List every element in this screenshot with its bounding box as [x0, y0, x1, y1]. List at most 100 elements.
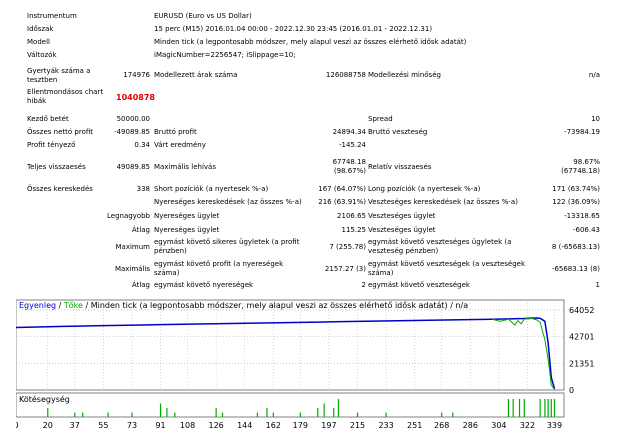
maximal-profit-label: egymást követő profit (a nyereségek szám… [154, 260, 284, 277]
max-cons-losses-label: egymást követő veszteséges ügyletek (a v… [368, 238, 512, 255]
equity-chart: 64052 42701 21351 0 0 20 37 55 73 91 108 126 144 162 1… [16, 299, 594, 430]
ticks-value: 126088758 [325, 71, 366, 79]
equity-line [492, 317, 555, 390]
volume-bar [337, 399, 340, 417]
avg-profit-label: Nyereséges ügylet [154, 226, 220, 234]
volume-bar [221, 412, 224, 417]
rel-dd-value-1: 98.67% [573, 158, 600, 166]
volume-bar [131, 412, 133, 417]
y-tick-label: 0 [569, 386, 574, 395]
profit-trades-value: 216 (63.91%) [318, 198, 366, 206]
volume-bar [159, 403, 162, 417]
maximal-loss-label: egymást követő veszteségek (a vesztesége… [368, 260, 526, 277]
avg2-label: Átlag [131, 281, 150, 289]
instrument-label: Instrumentum [27, 12, 77, 20]
avg-cons-losses-label: egymást követő veszteségek [368, 281, 470, 289]
volume-bar [441, 412, 443, 417]
x-tick-label: 162 [266, 421, 281, 430]
long-value: 171 (63.74%) [552, 185, 600, 193]
largest-loss-label: Veszteséges ügylet [368, 212, 436, 220]
x-tick-label: 55 [98, 421, 108, 430]
plot-area [16, 299, 565, 391]
volume-bar [82, 412, 84, 417]
volume-bar [317, 408, 319, 417]
x-tick-label: 251 [407, 421, 422, 430]
deposit-label: Kezdő betét [27, 115, 69, 123]
x-tick-label: 197 [321, 421, 336, 430]
abs-dd-value: 49089.85 [116, 163, 150, 171]
volume-bar [544, 399, 546, 417]
volume-bar [553, 399, 556, 417]
model-label: Modell [27, 38, 50, 46]
short-label: Short pozíciók (a nyertesek %-a) [154, 185, 269, 193]
net-profit-value: -49089.85 [114, 128, 150, 136]
x-tick-label: 179 [293, 421, 308, 430]
total-trades-value: 338 [136, 185, 150, 193]
quality-label: Modellezési minőség [368, 71, 441, 79]
gross-loss-value: -73984.19 [564, 128, 600, 136]
x-tick-label: 108 [180, 421, 195, 430]
profit-trades-label: Nyereséges kereskedések (az összes %-a) [154, 198, 302, 206]
volume-bar [550, 399, 552, 417]
max-cons-wins-value: 7 (255.78) [329, 243, 366, 251]
volume-bar [215, 408, 217, 417]
volume-bar [256, 412, 259, 417]
x-tick-label: 0 [16, 421, 19, 430]
x-tick-label: 339 [547, 421, 562, 430]
volume-label: Kötésegység [19, 394, 70, 404]
volume-bar [385, 412, 387, 417]
x-tick-label: 73 [127, 421, 137, 430]
volume-bar [452, 412, 454, 417]
deposit-value: 50000.00 [116, 115, 150, 123]
maximal-label: Maximális [114, 265, 150, 273]
gross-loss-label: Bruttó veszteség [368, 128, 428, 136]
volume-bar [299, 412, 301, 417]
max-cons-wins-label: egymást követő sikeres ügyletek (a profi… [154, 238, 300, 255]
bars-label: Gyertyák száma a tesztben [27, 67, 91, 84]
volume-bar [547, 399, 549, 417]
rel-dd-label: Relatív visszaesés [368, 163, 432, 171]
net-profit-label: Összes nettó profit [27, 128, 94, 136]
y-tick-label: 21351 [569, 359, 594, 368]
errors-label: Ellentmondásos chart hibák [27, 88, 104, 105]
period-value: 15 perc (M15) 2016.01.04 00:00 - 2022.12… [154, 25, 433, 33]
chart-title: Egyenleg / Tőke / Minden tick (a legpont… [19, 300, 468, 310]
largest-profit-label: Nyereséges ügylet [154, 212, 220, 220]
largest-profit-value: 2106.65 [337, 212, 366, 220]
gross-profit-value: 24894.34 [332, 128, 366, 136]
x-tick-label: 37 [70, 421, 80, 430]
volume-bar [272, 412, 274, 417]
volume-bar [107, 412, 109, 417]
x-tick-label: 144 [237, 421, 252, 430]
gross-profit-label: Bruttó profit [154, 128, 197, 136]
volume-bar [507, 399, 510, 417]
y-tick-label: 64052 [569, 306, 594, 315]
x-tick-label: 268 [434, 421, 449, 430]
max-dd-label: Maximális lehívás [154, 163, 216, 171]
expected-payoff-value: -145.24 [338, 141, 366, 149]
x-tick-label: 322 [520, 421, 535, 430]
model-value: Minden tick (a legpontosabb módszer, mel… [154, 38, 467, 46]
avg-loss-label: Veszteséges ügylet [368, 226, 436, 234]
y-tick-label: 42701 [569, 333, 594, 342]
x-tick-label: 233 [378, 421, 393, 430]
period-label: Időszak [27, 25, 54, 33]
spread-value: 10 [591, 115, 600, 123]
avg-loss-value: -606.43 [572, 226, 600, 234]
loss-trades-value: 122 (36.09%) [552, 198, 600, 206]
rel-dd-value-2: (67748.18) [561, 167, 600, 175]
x-tick-label: 126 [208, 421, 223, 430]
profit-factor-label: Profit tényező [27, 141, 76, 149]
largest-loss-value: -13318.65 [564, 212, 600, 220]
volume-bar [512, 399, 514, 417]
largest-label: Legnagyobb [106, 212, 150, 220]
avg-cons-wins-value: 2 [361, 281, 366, 289]
maximal-profit-value: 2157.27 (3) [324, 265, 366, 273]
volume-bar [356, 412, 359, 417]
volume-bar [523, 399, 525, 417]
volume-bar [166, 408, 168, 417]
loss-trades-label: Veszteséges kereskedések (az összes %-a) [368, 198, 518, 206]
long-label: Long pozíciók (a nyertesek %-a) [368, 185, 481, 193]
avg-profit-value: 115.25 [341, 226, 367, 234]
max-dd-value-1: 67748.18 [332, 158, 366, 166]
